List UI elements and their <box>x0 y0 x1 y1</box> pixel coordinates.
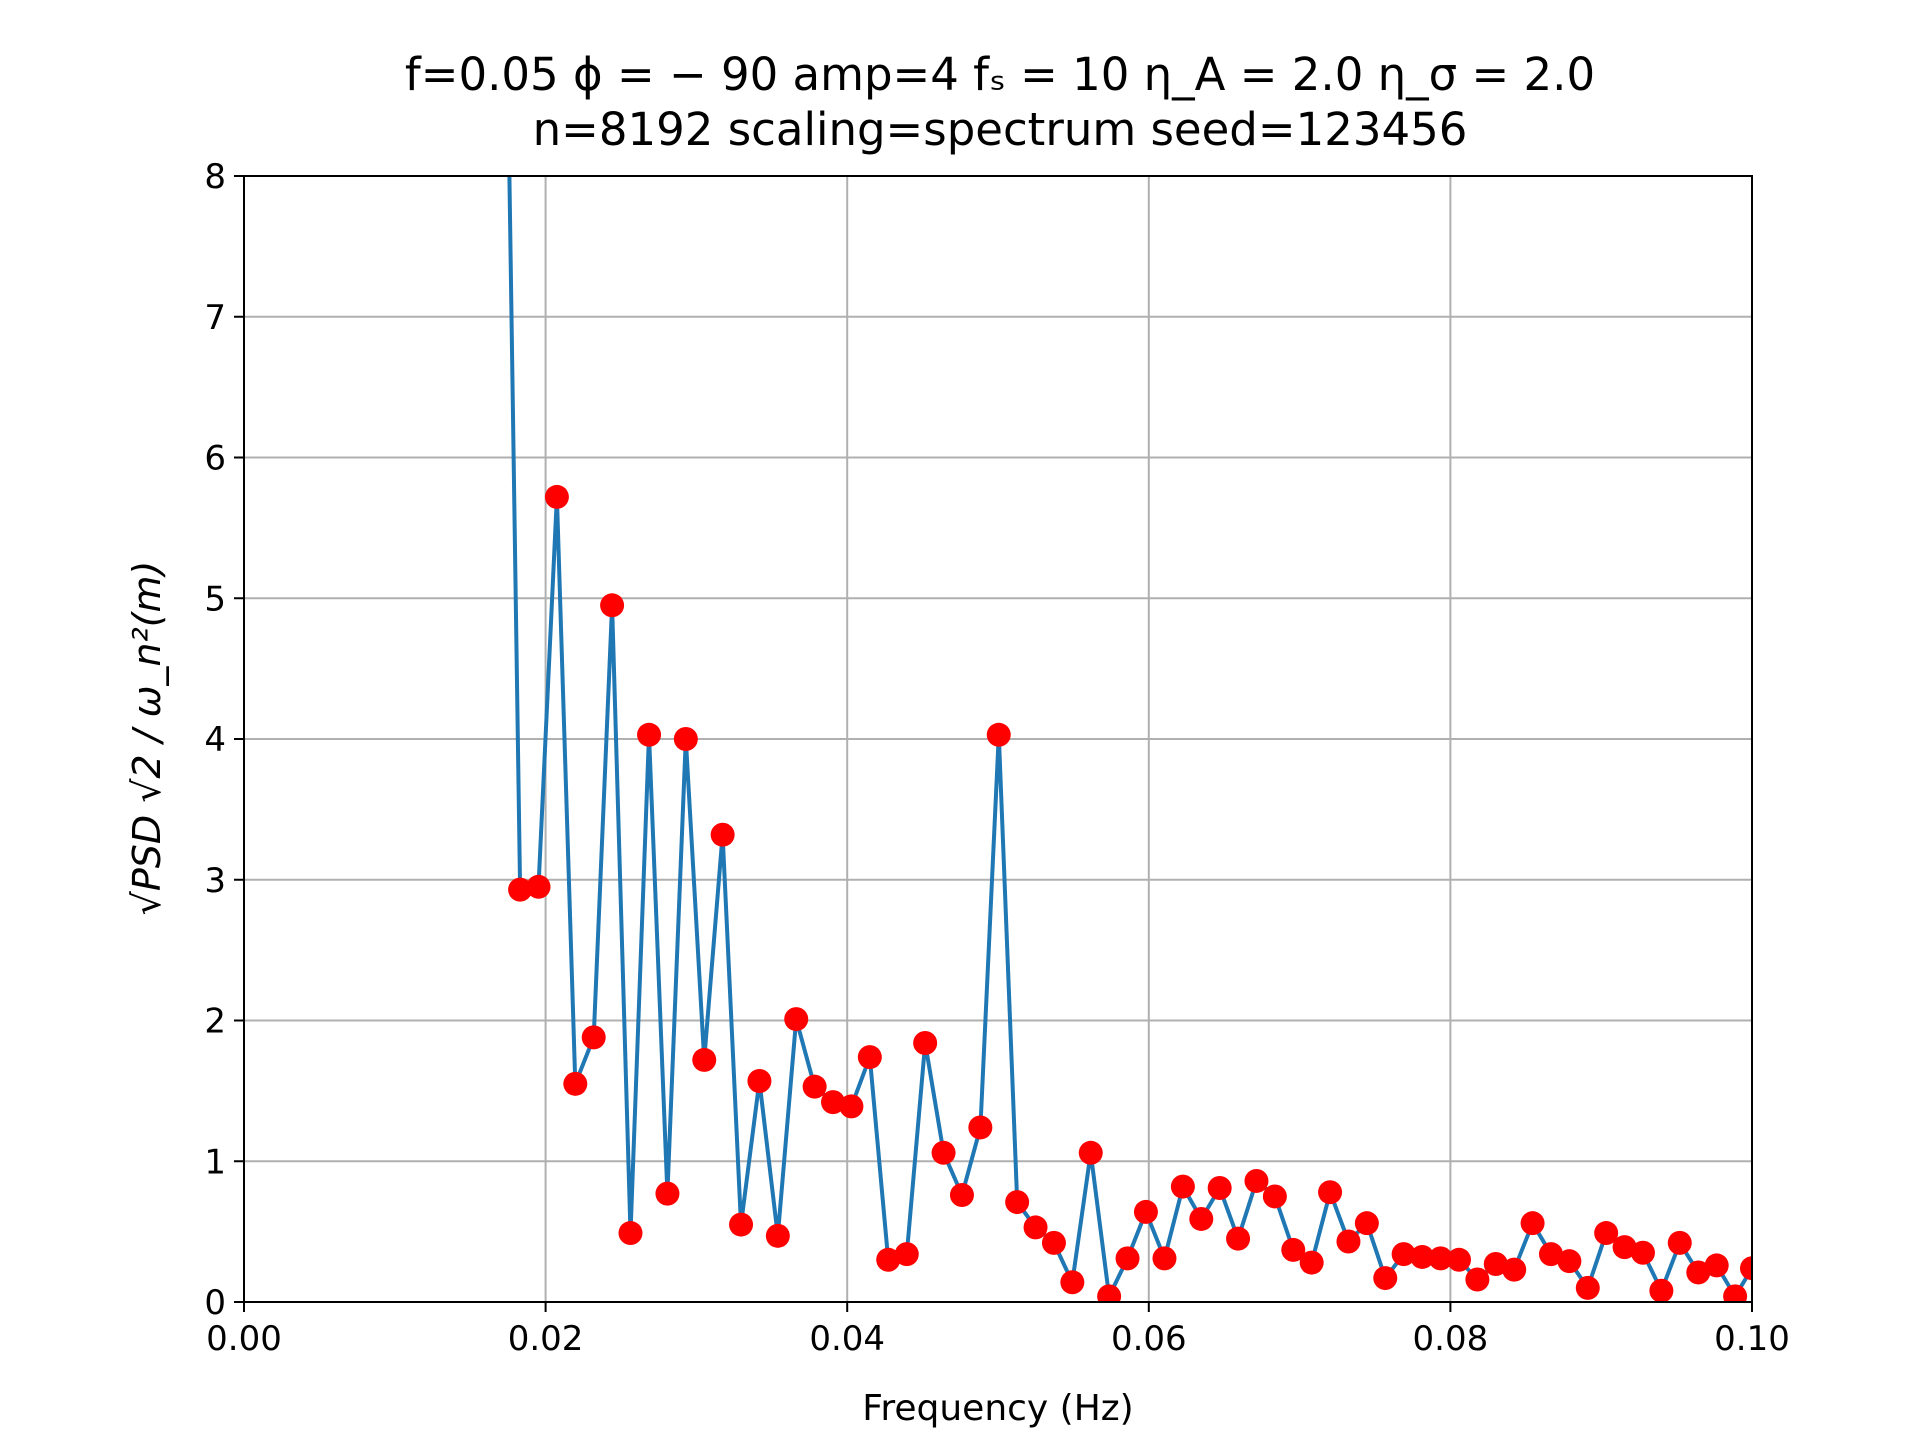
data-point <box>1723 1284 1748 1302</box>
data-point <box>544 484 569 509</box>
data-point <box>581 1025 606 1050</box>
data-point <box>1226 1226 1251 1251</box>
data-point <box>949 1183 974 1208</box>
data-point <box>968 1115 993 1140</box>
data-point <box>765 1223 790 1248</box>
data-point <box>508 877 533 902</box>
y-tick-label: 3 <box>204 861 226 901</box>
data-point <box>563 1071 588 1096</box>
y-axis-ticks: 0 1 2 3 4 5 6 7 8 <box>204 157 244 1323</box>
y-tick-label: 1 <box>204 1142 226 1182</box>
series-markers <box>508 484 1752 1302</box>
data-point <box>1170 1174 1195 1199</box>
data-point <box>600 593 625 618</box>
data-point <box>821 1090 846 1115</box>
y-tick-label: 6 <box>204 439 226 479</box>
data-point <box>1244 1168 1269 1193</box>
data-point <box>784 1007 809 1032</box>
x-tick-label: 0.10 <box>1714 1319 1790 1359</box>
data-point <box>1575 1275 1600 1300</box>
x-tick-label: 0.02 <box>508 1319 584 1359</box>
data-point <box>1446 1247 1471 1272</box>
data-point <box>1299 1250 1324 1275</box>
data-point <box>876 1247 901 1272</box>
data-point <box>526 874 551 899</box>
plot-area <box>507 176 1752 1302</box>
data-point <box>1133 1199 1158 1224</box>
data-point <box>747 1069 772 1094</box>
data-point <box>931 1140 956 1165</box>
data-point <box>1041 1230 1066 1255</box>
y-tick-label: 4 <box>204 720 226 760</box>
data-point <box>1281 1237 1306 1262</box>
data-point <box>1502 1257 1527 1282</box>
data-point <box>729 1212 754 1237</box>
data-point <box>894 1242 919 1267</box>
data-point <box>839 1094 864 1119</box>
data-point <box>1686 1260 1711 1285</box>
data-point <box>1005 1190 1030 1215</box>
data-point <box>1428 1246 1453 1271</box>
data-point <box>857 1045 882 1070</box>
data-point <box>618 1221 643 1246</box>
data-point <box>1612 1235 1637 1260</box>
y-tick-label: 2 <box>204 1002 226 1042</box>
data-point <box>1704 1253 1729 1278</box>
data-point <box>1060 1270 1085 1295</box>
data-point <box>710 822 735 847</box>
data-point <box>1483 1251 1508 1276</box>
data-point <box>1262 1184 1287 1209</box>
data-point <box>1318 1180 1343 1205</box>
data-point <box>1207 1175 1232 1200</box>
data-point <box>1354 1211 1379 1236</box>
data-point <box>1023 1215 1048 1240</box>
data-point <box>1667 1230 1692 1255</box>
data-point <box>692 1047 717 1072</box>
data-point <box>1520 1211 1545 1236</box>
data-point <box>1336 1229 1361 1254</box>
data-point <box>1152 1246 1177 1271</box>
data-point <box>655 1181 680 1206</box>
data-point <box>1097 1284 1122 1302</box>
data-point <box>1740 1256 1752 1281</box>
chart-title-line-1: f=0.05 ϕ = − 90 amp=4 fₛ = 10 η_A = 2.0 … <box>405 48 1595 101</box>
x-axis-ticks: 0.00 0.02 0.04 0.06 0.08 0.10 <box>206 1302 1790 1359</box>
x-axis-label: Frequency (Hz) <box>862 1388 1133 1429</box>
x-tick-label: 0.00 <box>206 1319 282 1359</box>
y-tick-label: 7 <box>204 298 226 338</box>
data-point <box>913 1031 938 1056</box>
data-point <box>1115 1246 1140 1271</box>
x-tick-label: 0.04 <box>809 1319 885 1359</box>
data-point <box>637 722 662 747</box>
y-axis-label: √PSD √2 / ω_n²(m) <box>125 561 169 916</box>
x-tick-label: 0.06 <box>1111 1319 1187 1359</box>
data-point <box>802 1074 827 1099</box>
data-point <box>1649 1278 1674 1302</box>
data-point <box>986 722 1011 747</box>
y-tick-label: 5 <box>204 579 226 619</box>
chart-title-line-2: n=8192 scaling=spectrum seed=123456 <box>533 103 1468 156</box>
data-point <box>1189 1206 1214 1231</box>
data-point <box>1391 1242 1416 1267</box>
data-point <box>1630 1240 1655 1265</box>
data-point <box>1594 1221 1619 1246</box>
data-point <box>1410 1244 1435 1269</box>
data-point <box>1465 1267 1490 1292</box>
x-tick-label: 0.08 <box>1413 1319 1489 1359</box>
axes-frame <box>243 175 1753 1303</box>
data-point <box>673 727 698 751</box>
data-point <box>1538 1242 1563 1267</box>
data-point <box>1078 1140 1103 1165</box>
y-tick-label: 8 <box>204 157 226 197</box>
y-tick-label: 0 <box>204 1283 226 1323</box>
data-point <box>1557 1249 1582 1274</box>
data-point <box>1373 1266 1398 1291</box>
